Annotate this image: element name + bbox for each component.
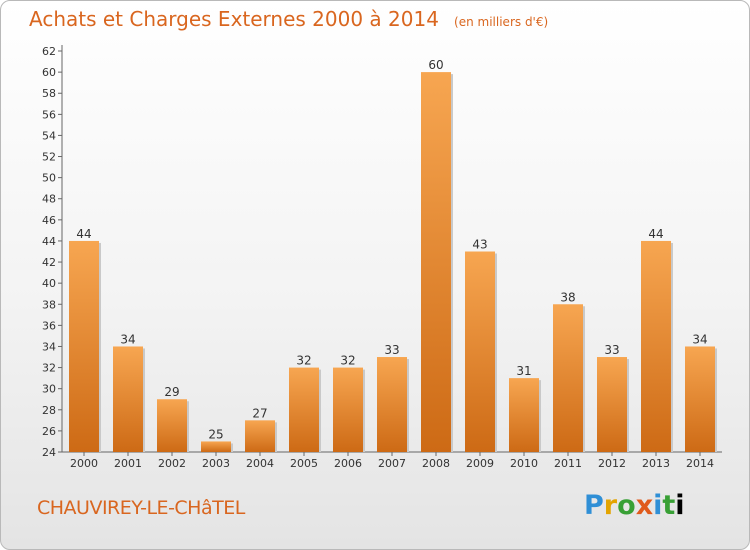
bar-value-label: 32 xyxy=(296,354,311,368)
y-tick-label: 40 xyxy=(42,277,56,290)
x-tick-label: 2010 xyxy=(510,457,538,470)
y-tick-label: 60 xyxy=(42,66,56,79)
y-tick-label: 32 xyxy=(42,362,56,375)
x-tick-label: 2000 xyxy=(70,457,98,470)
bar xyxy=(333,367,363,452)
x-tick-label: 2002 xyxy=(158,457,186,470)
bar xyxy=(509,378,539,452)
bar xyxy=(157,399,187,452)
bar xyxy=(553,304,583,452)
x-tick-label: 2007 xyxy=(378,457,406,470)
x-tick-label: 2012 xyxy=(598,457,626,470)
bar-value-label: 44 xyxy=(648,227,663,241)
bar xyxy=(377,357,407,452)
y-tick-label: 52 xyxy=(42,151,56,164)
bar-value-label: 38 xyxy=(560,290,575,304)
y-tick-label: 34 xyxy=(42,340,56,353)
x-tick-label: 2013 xyxy=(642,457,670,470)
x-tick-label: 2011 xyxy=(554,457,582,470)
x-tick-label: 2009 xyxy=(466,457,494,470)
bar xyxy=(597,357,627,452)
bar xyxy=(289,367,319,452)
y-tick-label: 28 xyxy=(42,404,56,417)
y-tick-label: 42 xyxy=(42,256,56,269)
y-tick-label: 30 xyxy=(42,383,56,396)
y-tick-label: 50 xyxy=(42,172,56,185)
y-tick-label: 56 xyxy=(42,108,56,121)
bar-value-label: 33 xyxy=(604,343,619,357)
y-tick-label: 26 xyxy=(42,425,56,438)
bar xyxy=(641,240,671,452)
x-tick-label: 2005 xyxy=(290,457,318,470)
bar-value-label: 60 xyxy=(428,58,443,72)
bar-value-label: 25 xyxy=(208,427,223,441)
y-tick-label: 54 xyxy=(42,129,56,142)
bar xyxy=(685,346,715,452)
bar xyxy=(421,72,451,453)
y-tick-label: 44 xyxy=(42,235,56,248)
bar xyxy=(69,240,99,452)
bar-value-label: 44 xyxy=(76,227,91,241)
x-tick-label: 2003 xyxy=(202,457,230,470)
y-tick-label: 46 xyxy=(42,214,56,227)
y-tick-label: 48 xyxy=(42,193,56,206)
bar xyxy=(465,251,495,452)
chart-unit: (en milliers d'€) xyxy=(454,15,549,29)
bar-value-label: 32 xyxy=(340,354,355,368)
proxiti-logo: Proxiti xyxy=(584,490,685,521)
y-tick-label: 24 xyxy=(42,446,56,459)
town-name: CHAUVIREY-LE-CHâTEL xyxy=(37,497,245,519)
chart-title: Achats et Charges Externes 2000 à 2014 xyxy=(29,7,439,31)
bar-value-label: 33 xyxy=(384,343,399,357)
bar-value-label: 34 xyxy=(120,332,135,346)
x-tick-label: 2014 xyxy=(686,457,714,470)
bar-value-label: 27 xyxy=(252,406,267,420)
title-row: Achats et Charges Externes 2000 à 2014 (… xyxy=(29,7,548,31)
bar-value-label: 31 xyxy=(516,364,531,378)
bar-value-label: 34 xyxy=(692,332,707,346)
y-tick-label: 36 xyxy=(42,319,56,332)
x-tick-label: 2008 xyxy=(422,457,450,470)
x-tick-label: 2006 xyxy=(334,457,362,470)
bar xyxy=(113,346,143,452)
y-tick-label: 58 xyxy=(42,87,56,100)
bar-value-label: 43 xyxy=(472,238,487,252)
y-tick-label: 62 xyxy=(42,45,56,58)
bar xyxy=(245,420,275,452)
bar xyxy=(201,441,231,452)
x-tick-label: 2001 xyxy=(114,457,142,470)
bar-value-label: 29 xyxy=(164,385,179,399)
y-tick-label: 38 xyxy=(42,298,56,311)
x-tick-label: 2004 xyxy=(246,457,274,470)
